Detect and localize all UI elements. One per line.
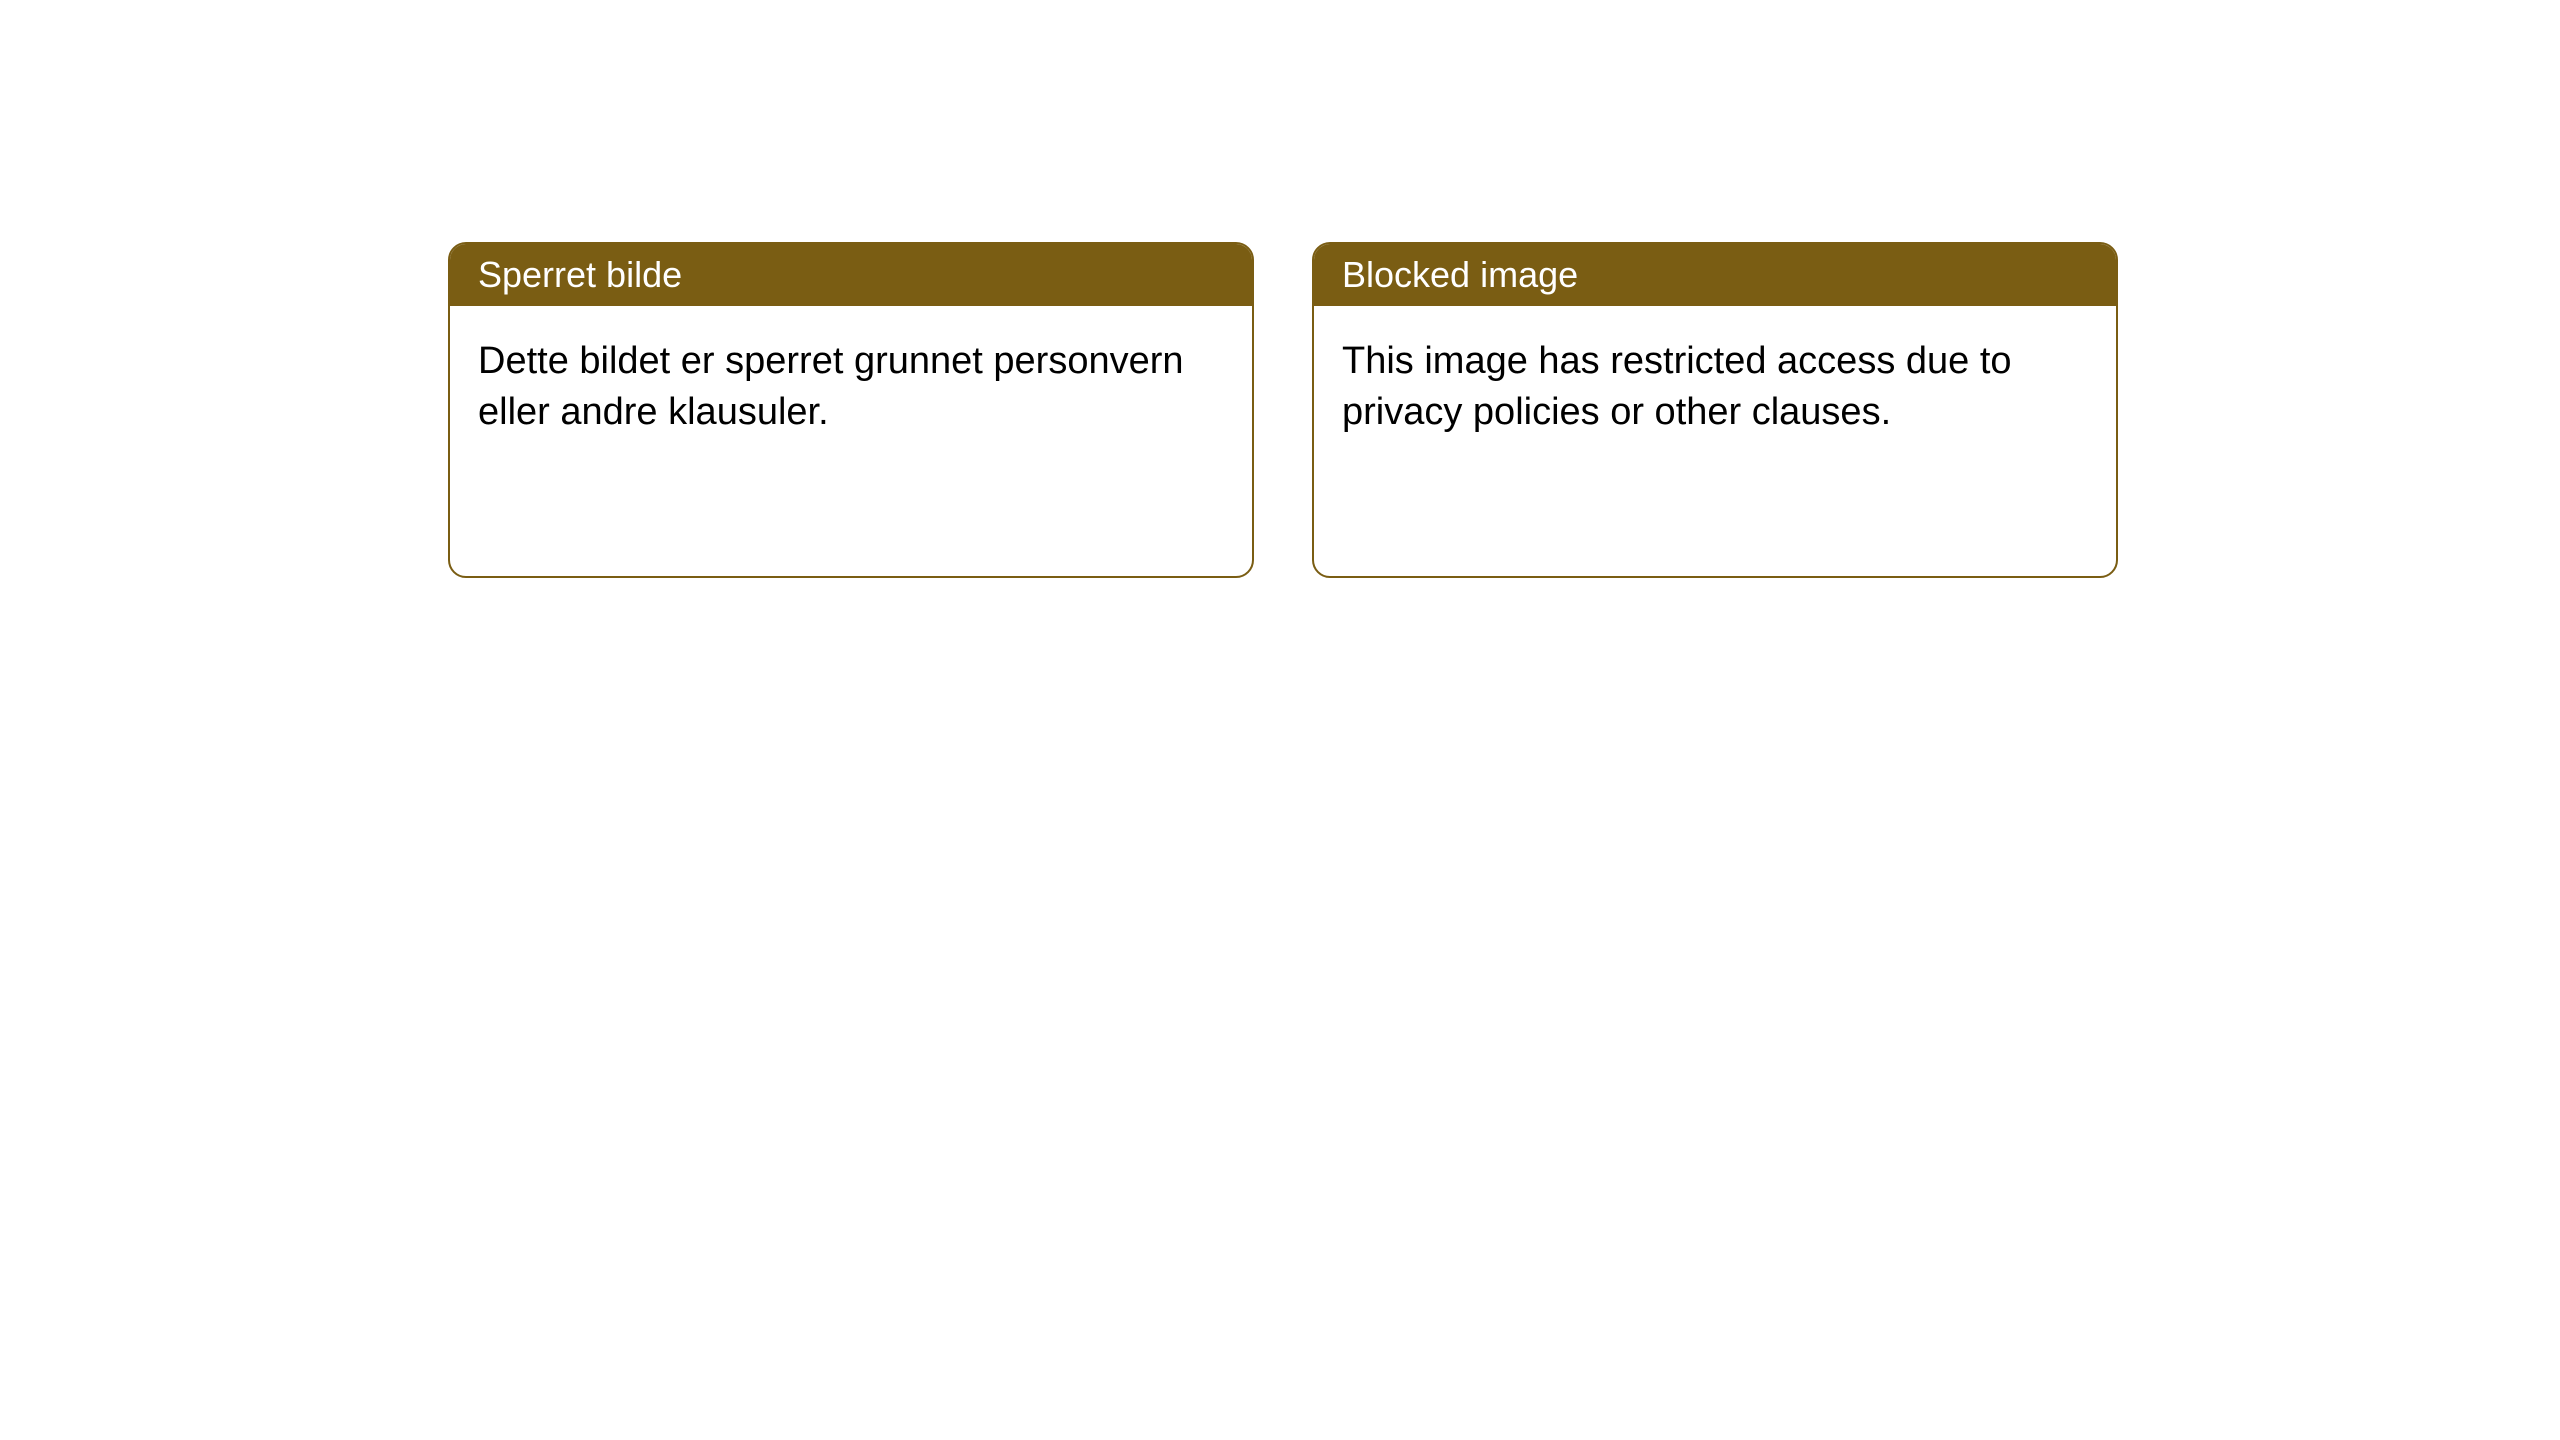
notice-title: Sperret bilde <box>478 254 682 295</box>
notice-card-norwegian: Sperret bilde Dette bildet er sperret gr… <box>448 242 1254 578</box>
notice-card-english: Blocked image This image has restricted … <box>1312 242 2118 578</box>
notice-body: This image has restricted access due to … <box>1314 306 2116 576</box>
notice-title: Blocked image <box>1342 254 1578 295</box>
notice-container: Sperret bilde Dette bildet er sperret gr… <box>0 0 2560 578</box>
notice-header: Blocked image <box>1314 244 2116 306</box>
notice-body: Dette bildet er sperret grunnet personve… <box>450 306 1252 576</box>
notice-message: Dette bildet er sperret grunnet personve… <box>478 340 1184 433</box>
notice-message: This image has restricted access due to … <box>1342 340 2012 433</box>
notice-header: Sperret bilde <box>450 244 1252 306</box>
